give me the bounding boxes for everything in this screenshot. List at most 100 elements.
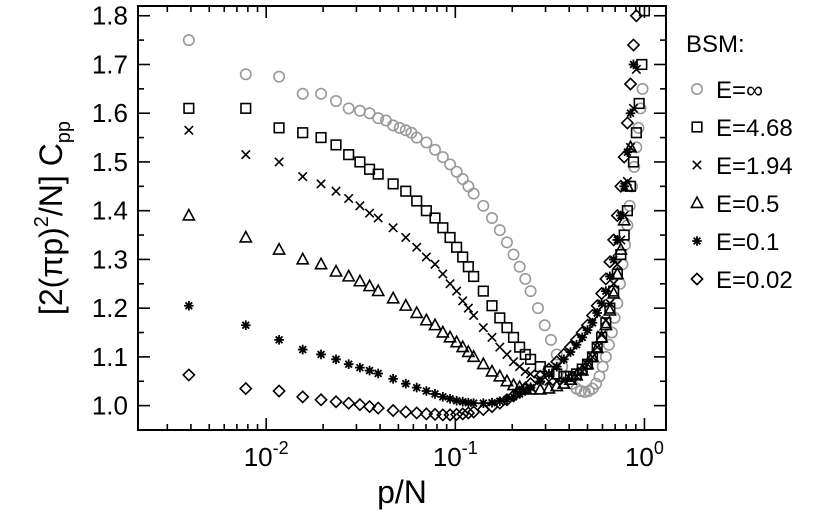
- data-point: [457, 396, 468, 407]
- y-axis-title-pre: [2(: [33, 277, 69, 315]
- data-point: [477, 199, 490, 212]
- data-point: [550, 355, 564, 369]
- data-point: [461, 344, 476, 358]
- data-point: [399, 124, 412, 137]
- data-point: [606, 285, 621, 299]
- legend-entry: E=∞: [690, 77, 763, 104]
- data-point: [400, 185, 412, 197]
- data-point: [400, 378, 411, 389]
- series-1: [183, 5, 651, 382]
- data-point: [486, 300, 498, 312]
- data-point: [341, 268, 356, 282]
- data-point: [296, 87, 309, 100]
- data-point: [500, 373, 514, 387]
- data-point: [181, 207, 196, 221]
- data-point: [352, 273, 367, 287]
- data-point: [590, 298, 604, 313]
- data-point: [524, 353, 537, 365]
- legend-marker: [690, 272, 704, 286]
- data-point: [386, 403, 400, 418]
- data-point: [353, 104, 366, 117]
- data-point: [487, 332, 497, 343]
- axis-ticks: [138, 6, 666, 430]
- x-tick-label: 10-1: [433, 438, 478, 472]
- data-point: [436, 408, 450, 422]
- data-point: [596, 298, 607, 309]
- data-point: [610, 208, 625, 223]
- x-tick-label-exp: 0: [654, 438, 664, 458]
- data-point: [449, 334, 464, 348]
- data-point: [316, 349, 326, 360]
- data-point: [612, 235, 623, 245]
- data-point: [575, 325, 589, 340]
- data-point: [444, 158, 457, 171]
- data-point: [456, 173, 469, 186]
- data-point: [606, 233, 621, 247]
- y-axis-title-sup: 2: [31, 216, 53, 227]
- data-point: [587, 352, 598, 362]
- data-point: [354, 156, 366, 168]
- data-point: [274, 335, 284, 345]
- data-point: [411, 382, 422, 393]
- data-point: [623, 77, 638, 91]
- data-point: [485, 363, 499, 377]
- data-point: [590, 377, 603, 390]
- legend-label: E=0.02: [716, 267, 793, 294]
- data-point: [525, 369, 536, 379]
- data-point: [436, 151, 449, 164]
- data-point: [438, 392, 448, 402]
- data-point: [455, 407, 470, 421]
- data-point: [585, 349, 600, 363]
- data-point: [316, 179, 326, 189]
- data-point: [315, 131, 327, 144]
- data-point: [462, 261, 474, 273]
- data-point: [420, 205, 432, 217]
- data-point: [420, 136, 433, 149]
- data-point: [409, 305, 424, 319]
- data-point: [410, 131, 423, 144]
- data-point: [451, 286, 462, 296]
- data-point: [435, 324, 450, 338]
- y-tick-label: 1.0: [92, 391, 128, 421]
- data-point: [386, 290, 401, 304]
- data-point: [182, 368, 196, 382]
- data-point: [518, 381, 533, 395]
- data-point: [590, 340, 605, 354]
- legend-label: E=4.68: [716, 115, 793, 142]
- data-point: [625, 108, 636, 119]
- data-point: [419, 312, 434, 326]
- data-point: [616, 258, 629, 271]
- data-point: [508, 357, 519, 367]
- data-point: [362, 278, 377, 292]
- data-point: [618, 229, 630, 241]
- data-point: [636, 82, 649, 95]
- data-point: [608, 279, 619, 289]
- x-tick-label: 10-2: [244, 438, 289, 472]
- data-point: [272, 384, 286, 398]
- data-point: [421, 386, 432, 396]
- data-point: [353, 397, 367, 412]
- data-point: [437, 222, 449, 234]
- x-tick-label-base: 10: [244, 442, 273, 472]
- data-point: [531, 302, 544, 315]
- data-point: [598, 317, 613, 331]
- data-point: [500, 236, 513, 249]
- data-point: [580, 318, 595, 332]
- data-point: [429, 143, 442, 156]
- data-point: [331, 354, 341, 365]
- series-3: [181, 139, 638, 395]
- data-point: [445, 394, 455, 404]
- data-point: [372, 112, 385, 125]
- data-point: [538, 319, 551, 332]
- data-point: [462, 180, 475, 193]
- data-point: [240, 320, 251, 331]
- data-point: [398, 298, 413, 311]
- y-axis-title-pi: π: [33, 256, 69, 278]
- data-point: [524, 285, 537, 298]
- data-point: [329, 395, 343, 409]
- data-point: [492, 368, 507, 382]
- data-point: [450, 165, 463, 178]
- data-point: [587, 317, 598, 328]
- data-point: [613, 241, 628, 255]
- data-point: [182, 34, 195, 47]
